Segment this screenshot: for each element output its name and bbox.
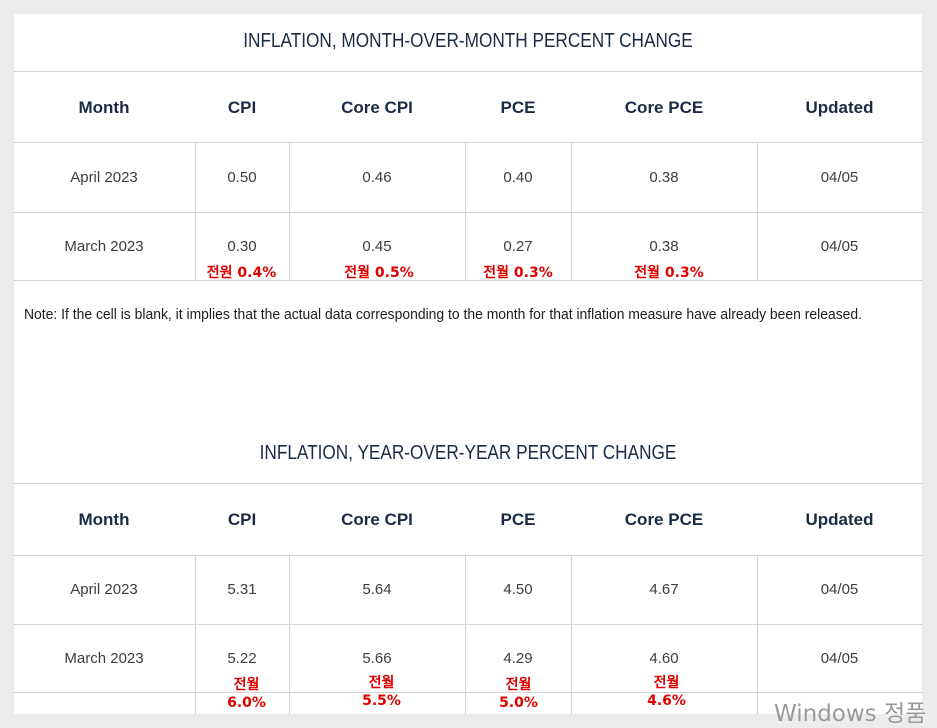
mom-row2-pce: 0.27 [503,238,533,255]
table-note: Note: If the cell is blank, it implies t… [24,307,863,323]
divider [14,142,922,143]
yoy-core-pce-prev-value: 4.6% [647,693,686,709]
mom-header-month: Month [78,98,130,117]
yoy-pce-prev-value: 5.0% [499,695,538,711]
divider [571,556,572,714]
mom-header-core-pce: Core PCE [624,98,704,117]
yoy-header-cpi: CPI [227,510,257,529]
mom-core-cpi-prev-annotation: 전월 0.5% [344,265,414,281]
divider [757,556,758,714]
windows-activation-watermark: Windows 정품 [774,701,927,727]
divider [14,624,922,625]
mom-row1-core-pce: 0.38 [649,169,679,186]
divider [14,71,922,72]
yoy-header-core-pce: Core PCE [624,510,704,529]
mom-core-pce-prev-annotation: 전월 0.3% [634,265,704,281]
yoy-row1-pce: 4.50 [503,581,533,598]
yoy-table-title: INFLATION, YEAR-OVER-YEAR PERCENT CHANGE [259,442,677,464]
mom-header-pce: PCE [500,98,536,117]
mom-header-core-cpi: Core CPI [341,98,413,117]
mom-row1-updated: 04/05 [820,169,859,186]
yoy-header-pce: PCE [500,510,536,529]
yoy-pce-prev-label: 전월 [505,677,532,693]
yoy-header-updated: Updated [805,510,874,529]
inflation-panel: INFLATION, MONTH-OVER-MONTH PERCENT CHAN… [14,14,922,714]
yoy-row1-month: April 2023 [70,581,138,598]
yoy-header-core-cpi: Core CPI [341,510,413,529]
divider [14,483,922,484]
yoy-core-cpi-prev-value: 5.5% [362,693,401,709]
mom-row2-core-cpi: 0.45 [362,238,392,255]
divider [14,692,922,693]
mom-row1-core-cpi: 0.46 [362,169,392,186]
yoy-core-cpi-prev-label: 전월 [368,675,395,691]
yoy-core-pce-prev-label: 전월 [653,675,680,691]
mom-cpi-prev-annotation: 전원 0.4% [206,265,277,281]
yoy-row2-cpi: 5.22 [227,650,257,667]
mom-row1-month: April 2023 [70,169,138,186]
yoy-header-month: Month [78,510,130,529]
mom-row2-month: March 2023 [64,238,144,255]
divider [289,143,290,280]
mom-pce-prev-annotation: 전월 0.3% [483,265,553,281]
mom-table-title: INFLATION, MONTH-OVER-MONTH PERCENT CHAN… [243,30,693,52]
yoy-row2-updated: 04/05 [820,650,859,667]
mom-row1-pce: 0.40 [503,169,533,186]
mom-header-cpi: CPI [227,98,257,117]
yoy-row2-core-cpi: 5.66 [362,650,392,667]
yoy-row2-month: March 2023 [64,650,144,667]
yoy-row1-updated: 04/05 [820,581,859,598]
divider [465,556,466,714]
yoy-cpi-prev-value: 6.0% [227,695,266,711]
mom-row2-updated: 04/05 [820,238,859,255]
yoy-row1-core-cpi: 5.64 [362,581,392,598]
divider [14,555,922,556]
divider [757,143,758,280]
yoy-row2-pce: 4.29 [503,650,533,667]
divider [195,143,196,280]
divider [14,212,922,213]
mom-row2-core-pce: 0.38 [649,238,679,255]
mom-row2-cpi: 0.30 [227,238,257,255]
yoy-cpi-prev-label: 전월 [233,677,260,693]
divider [465,143,466,280]
yoy-row1-core-pce: 4.67 [649,581,679,598]
mom-row1-cpi: 0.50 [227,169,257,186]
divider [14,280,922,281]
yoy-row2-core-pce: 4.60 [649,650,679,667]
mom-header-updated: Updated [805,98,874,117]
divider [571,143,572,280]
yoy-row1-cpi: 5.31 [227,581,257,598]
divider [289,556,290,714]
divider [195,556,196,714]
